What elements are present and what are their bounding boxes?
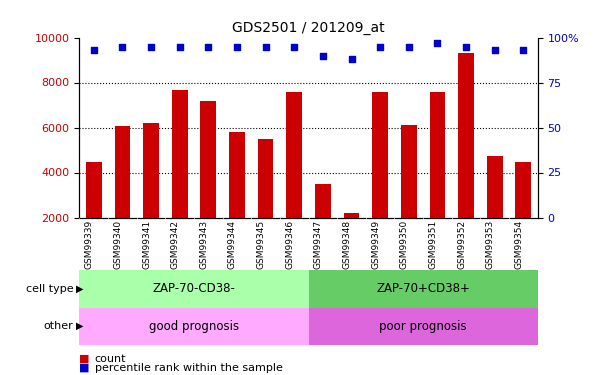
Text: GSM99347: GSM99347 [314, 220, 323, 269]
Bar [258, 139, 274, 218]
Text: ▶: ▶ [76, 321, 84, 331]
Text: GSM99354: GSM99354 [514, 220, 524, 269]
Bar [287, 92, 302, 218]
Text: GSM99344: GSM99344 [228, 220, 237, 269]
Bar [143, 123, 159, 218]
Text: ▶: ▶ [76, 284, 84, 294]
Point [175, 44, 185, 50]
Point [117, 44, 127, 50]
Text: count: count [95, 354, 126, 364]
Text: ZAP-70+CD38+: ZAP-70+CD38+ [376, 282, 470, 295]
Bar [315, 184, 331, 218]
Text: other: other [43, 321, 73, 331]
Text: GSM99343: GSM99343 [199, 220, 208, 269]
Text: GSM99345: GSM99345 [257, 220, 266, 269]
Text: GSM99353: GSM99353 [486, 220, 495, 269]
Text: percentile rank within the sample: percentile rank within the sample [95, 363, 282, 373]
Text: GSM99348: GSM99348 [343, 220, 351, 269]
Bar [401, 125, 417, 218]
Text: GSM99351: GSM99351 [428, 220, 437, 269]
Point [318, 53, 327, 58]
Text: ZAP-70-CD38-: ZAP-70-CD38- [153, 282, 235, 295]
Point [203, 44, 213, 50]
Text: good prognosis: good prognosis [149, 320, 239, 333]
Text: GSM99339: GSM99339 [85, 220, 93, 269]
Bar [430, 92, 445, 218]
Text: poor prognosis: poor prognosis [379, 320, 467, 333]
Point [461, 44, 471, 50]
Point [346, 56, 356, 62]
Point [146, 44, 156, 50]
Bar [200, 100, 216, 218]
Bar [487, 156, 503, 218]
Bar [79, 308, 309, 345]
Point [433, 40, 442, 46]
Bar [343, 213, 359, 217]
Bar [372, 92, 388, 218]
Bar [114, 126, 130, 218]
Point [261, 44, 271, 50]
Text: ■: ■ [79, 354, 90, 364]
Point [89, 47, 98, 53]
Text: GSM99349: GSM99349 [371, 220, 380, 269]
Text: GSM99341: GSM99341 [142, 220, 151, 269]
Bar [79, 270, 309, 308]
Text: cell type: cell type [26, 284, 73, 294]
Text: GSM99352: GSM99352 [457, 220, 466, 269]
Point [232, 44, 242, 50]
Text: ■: ■ [79, 363, 90, 373]
Bar [458, 53, 474, 217]
Point [404, 44, 414, 50]
Text: GSM99340: GSM99340 [114, 220, 122, 269]
Bar [309, 270, 538, 308]
Bar [86, 162, 101, 218]
Title: GDS2501 / 201209_at: GDS2501 / 201209_at [232, 21, 385, 35]
Point [490, 47, 500, 53]
Bar [309, 308, 538, 345]
Point [290, 44, 299, 50]
Text: GSM99350: GSM99350 [400, 220, 409, 269]
Bar [516, 162, 531, 218]
Text: GSM99342: GSM99342 [170, 220, 180, 269]
Point [519, 47, 529, 53]
Bar [172, 90, 188, 218]
Text: GSM99346: GSM99346 [285, 220, 295, 269]
Bar [229, 132, 245, 218]
Point [375, 44, 385, 50]
